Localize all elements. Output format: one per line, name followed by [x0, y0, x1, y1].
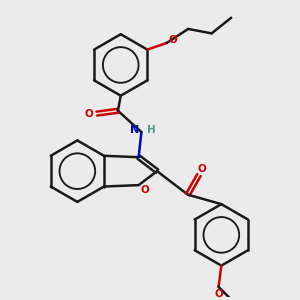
Text: O: O	[197, 164, 206, 175]
Text: O: O	[141, 184, 150, 195]
Text: O: O	[214, 289, 223, 298]
Text: N: N	[130, 125, 139, 135]
Text: H: H	[147, 125, 156, 135]
Text: O: O	[168, 34, 177, 44]
Text: O: O	[85, 109, 93, 118]
